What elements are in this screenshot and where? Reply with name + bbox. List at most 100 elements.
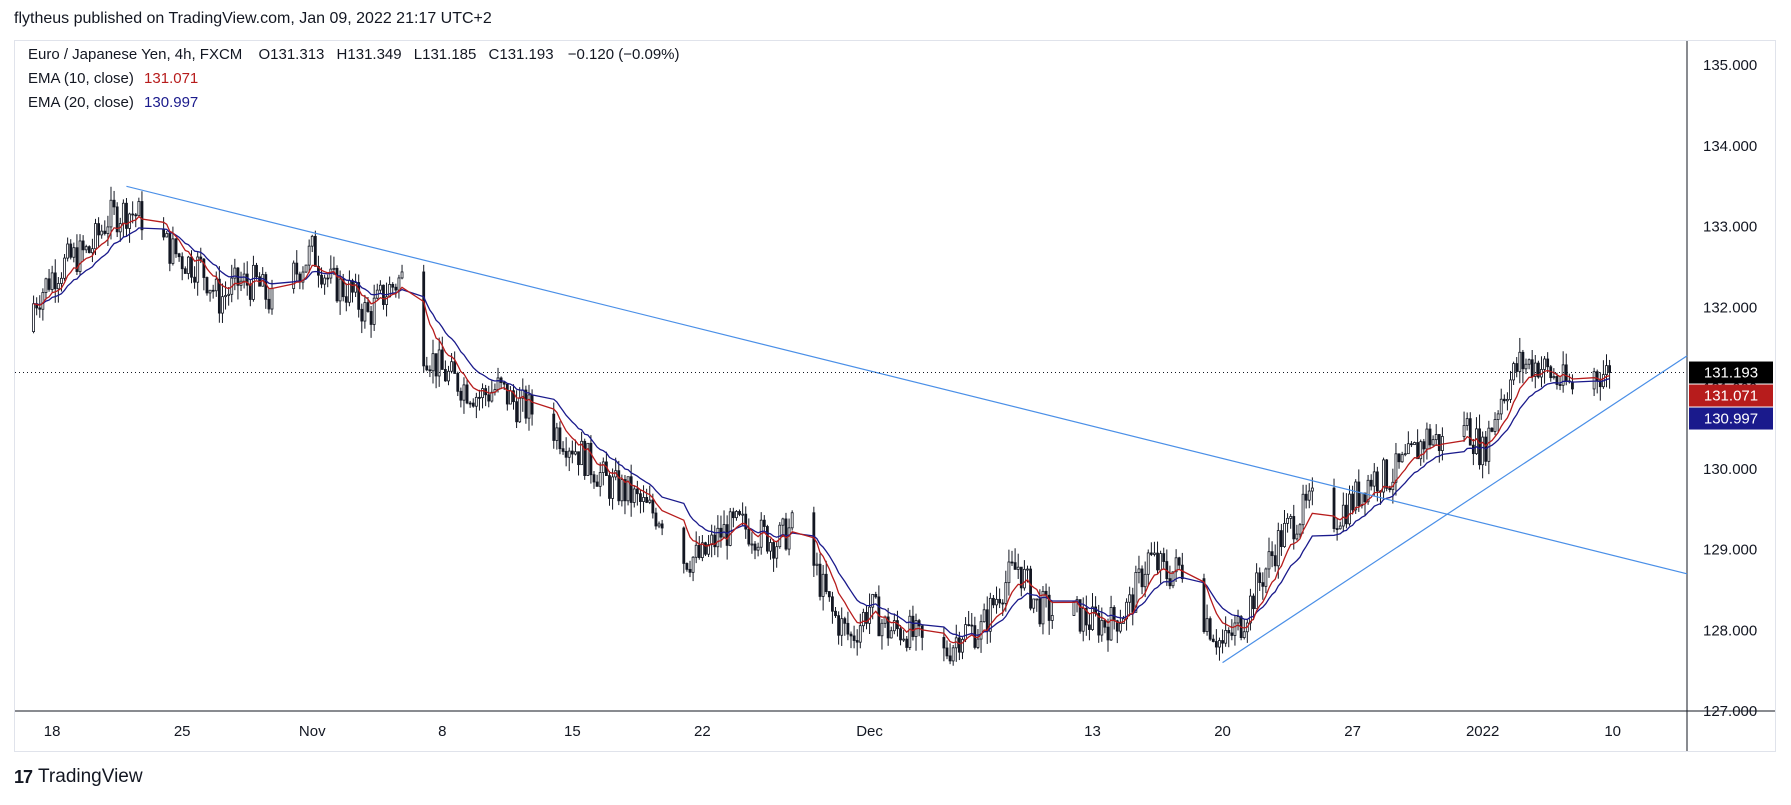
candle [183, 268, 187, 274]
chart-frame[interactable]: 127.000128.000129.000130.000131.000132.0… [14, 40, 1776, 752]
ema10-value: 131.071 [144, 70, 199, 87]
legend-ohlc-row: Euro / Japanese Yen, 4h, FXCM O131.313 H… [28, 46, 680, 63]
x-tick-label: 10 [1604, 723, 1621, 740]
candle [518, 397, 522, 423]
candle [1434, 434, 1438, 441]
candle [437, 349, 441, 377]
candle [91, 248, 94, 254]
candle [63, 257, 66, 279]
candle [227, 293, 231, 296]
candle [574, 451, 577, 455]
candle [313, 235, 317, 267]
candle [1236, 616, 1240, 624]
candle [1555, 376, 1559, 385]
candle [307, 245, 311, 266]
candle [1499, 398, 1503, 415]
candle [858, 625, 862, 643]
candle [970, 624, 974, 627]
tradingview-footer[interactable]: 17 TradingView [14, 766, 143, 788]
candle [295, 262, 299, 275]
candle [611, 476, 614, 499]
candle [1304, 493, 1308, 501]
candle [1264, 568, 1268, 587]
candle [47, 278, 51, 290]
candle [323, 277, 327, 285]
candle [561, 448, 565, 452]
ema10-price-label-bg [1689, 384, 1773, 407]
candle [478, 396, 481, 399]
candle [945, 647, 949, 657]
candle [608, 475, 611, 499]
candle [369, 311, 373, 325]
candle [1471, 444, 1475, 455]
candle [592, 474, 596, 483]
low-value: L131.185 [413, 46, 477, 63]
candle [1490, 427, 1494, 432]
x-tick-label: 13 [1084, 723, 1101, 740]
candle [1478, 428, 1481, 466]
candle [1019, 566, 1023, 589]
candle [512, 390, 515, 403]
candle [41, 292, 45, 310]
candle [360, 308, 364, 322]
candle [623, 479, 627, 502]
publish-info: flytheus published on TradingView.com, J… [14, 10, 492, 27]
candle [865, 611, 868, 624]
candle [341, 278, 345, 298]
candle [214, 278, 218, 292]
candle [255, 264, 258, 278]
candle [899, 628, 902, 641]
candle [750, 543, 754, 546]
candle [1289, 516, 1293, 519]
candle [889, 630, 893, 639]
candle [911, 615, 915, 637]
legend-ema20-row[interactable]: EMA (20, close) 130.997 [28, 94, 198, 111]
candle [78, 240, 82, 272]
candle [1242, 631, 1246, 638]
candle [1267, 551, 1271, 570]
candle [496, 377, 500, 390]
candle [871, 594, 875, 608]
candle [425, 365, 429, 371]
candle [1159, 553, 1163, 571]
candle [97, 223, 100, 236]
candle [372, 297, 376, 325]
candle [125, 202, 128, 229]
candle [502, 382, 506, 385]
candle [1286, 517, 1289, 524]
legend-ema10-row[interactable]: EMA (10, close) 131.071 [28, 70, 198, 87]
downtrend-line [126, 185, 1688, 575]
candle [1564, 364, 1568, 382]
instrument-label[interactable]: Euro / Japanese Yen, 4h, FXCM [28, 46, 243, 63]
candle [301, 271, 305, 283]
last-price-label: 131.193 [1704, 365, 1758, 382]
candle [221, 296, 224, 314]
candle [855, 640, 859, 643]
candle [738, 511, 741, 515]
candle [961, 638, 964, 653]
candle [310, 235, 314, 247]
candle [468, 402, 472, 405]
candle [957, 637, 961, 653]
candle [106, 226, 110, 234]
brand-name: TradingView [38, 766, 143, 787]
candle [728, 511, 732, 546]
candle [1413, 442, 1416, 445]
candle [645, 497, 649, 503]
candle [134, 214, 138, 217]
candle [775, 546, 779, 559]
candle [422, 271, 426, 367]
candle [1524, 363, 1528, 370]
x-tick-label: 27 [1344, 723, 1361, 740]
candle [94, 223, 97, 250]
candle [267, 298, 271, 310]
candle [202, 258, 206, 278]
candle [1233, 622, 1237, 636]
candle [270, 288, 274, 310]
price-chart[interactable]: 127.000128.000129.000130.000131.000132.0… [15, 41, 1775, 751]
candle [762, 519, 766, 527]
candle [988, 597, 992, 632]
candle [756, 546, 760, 551]
x-tick-label: 22 [694, 723, 711, 740]
candle [1001, 602, 1005, 605]
